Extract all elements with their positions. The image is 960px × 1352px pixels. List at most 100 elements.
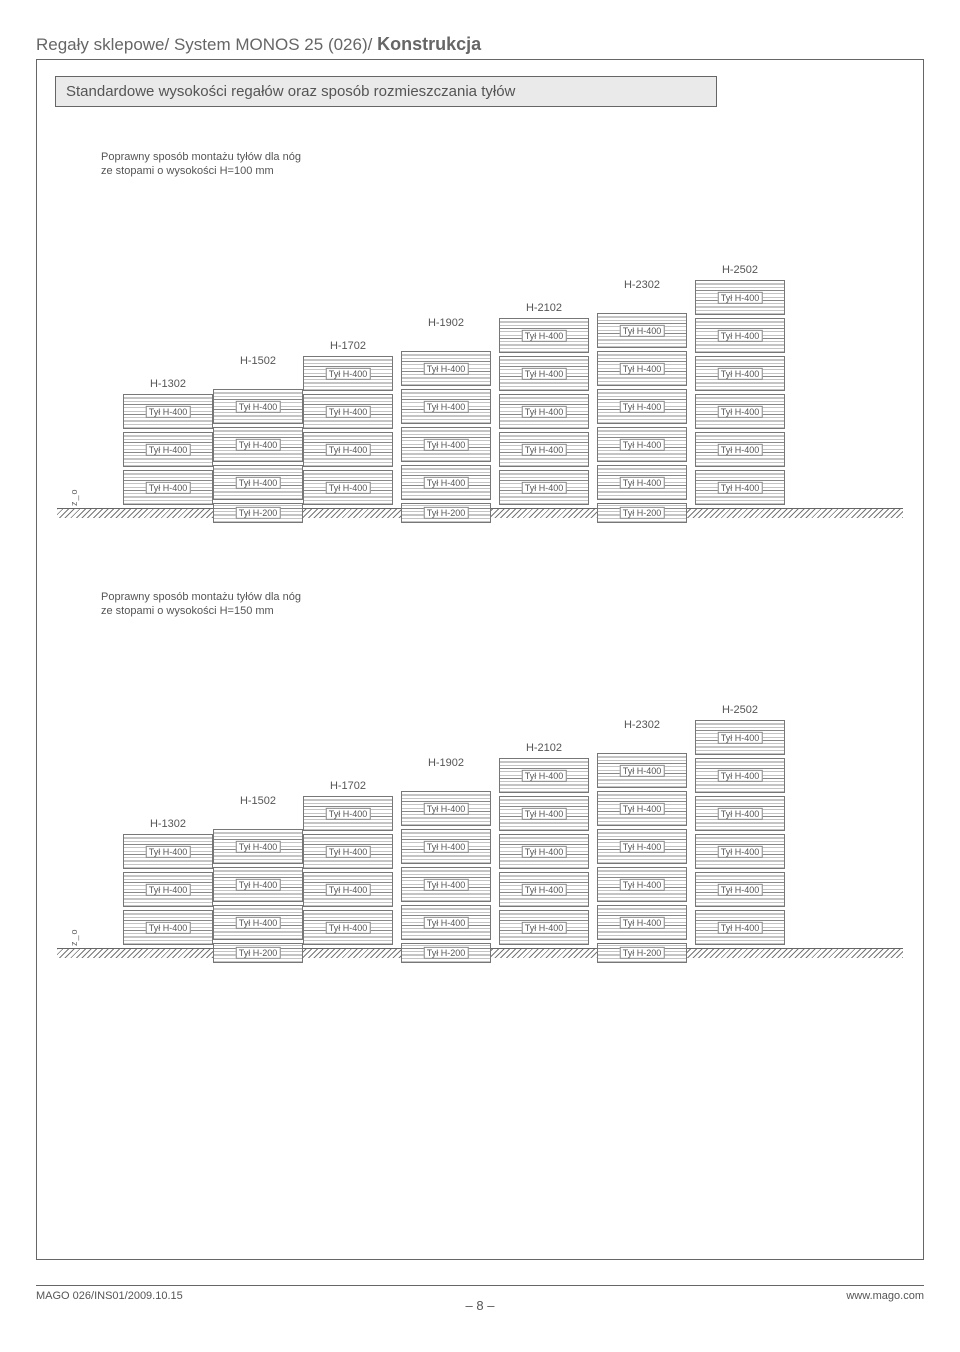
panel-label: Tył H-400: [522, 481, 567, 493]
panel-label: Tył H-400: [522, 845, 567, 857]
panel-label: Tył H-400: [326, 807, 371, 819]
panel-label: Tył H-400: [620, 802, 665, 814]
panel-label: Tył H-400: [424, 476, 469, 488]
panel-label: Tył H-400: [718, 845, 763, 857]
back-panel-400: Tył H-400: [213, 465, 303, 500]
panel-label: Tył H-400: [620, 916, 665, 928]
column-title: H-1302: [123, 818, 213, 830]
panel-label: Tył H-400: [424, 438, 469, 450]
panel-label: Tył H-400: [424, 362, 469, 374]
footer-rule: [36, 1285, 924, 1286]
back-panel-400: Tył H-400: [123, 394, 213, 429]
panel-label: Tył H-400: [236, 916, 281, 928]
back-panel-400: Tył H-400: [499, 318, 589, 353]
back-panel-400: Tył H-400: [695, 432, 785, 467]
shelf-column: H-1902Tył H-200Tył H-400Tył H-400Tył H-4…: [401, 757, 491, 948]
shelf-column: H-2102Tył H-400Tył H-400Tył H-400Tył H-4…: [499, 742, 589, 948]
back-panel-400: Tył H-400: [695, 318, 785, 353]
back-panel-400: Tył H-400: [597, 829, 687, 864]
back-panel-400: Tył H-400: [303, 432, 393, 467]
caption-1: Poprawny sposób montażu tyłów dla nóg ze…: [101, 150, 923, 179]
back-panel-400: Tył H-400: [695, 394, 785, 429]
back-panel-400: Tył H-400: [401, 867, 491, 902]
panel-label: Tył H-400: [522, 405, 567, 417]
back-panel-400: Tył H-400: [597, 905, 687, 940]
back-panel-400: Tył H-400: [499, 394, 589, 429]
column-title: H-1702: [303, 340, 393, 352]
shelf-column: H-1902Tył H-200Tył H-400Tył H-400Tył H-4…: [401, 317, 491, 508]
back-panel-400: Tył H-400: [303, 910, 393, 945]
back-panel-400: Tył H-400: [401, 389, 491, 424]
back-panel-400: Tył H-400: [401, 829, 491, 864]
column-title: H-1502: [213, 355, 303, 367]
panel-label: Tył H-400: [424, 916, 469, 928]
header-strong: Konstrukcja: [377, 34, 481, 54]
panel-label: Tył H-400: [146, 921, 191, 933]
back-panel-400: Tył H-400: [597, 465, 687, 500]
back-panel-400: Tył H-400: [213, 427, 303, 462]
panel-label: Tył H-200: [236, 507, 281, 519]
shelf-column: H-2302Tył H-200Tył H-400Tył H-400Tył H-4…: [597, 279, 687, 508]
back-panel-400: Tył H-400: [695, 356, 785, 391]
column-title: H-2102: [499, 302, 589, 314]
shelf-column: H-1702Tył H-400Tył H-400Tył H-400Tył H-4…: [303, 340, 393, 508]
column-title: H-2102: [499, 742, 589, 754]
diagram-1: z_o H-1302Tył H-400Tył H-400Tył H-400H-1…: [61, 238, 899, 518]
panel-label: Tył H-400: [326, 845, 371, 857]
panel-label: Tył H-400: [424, 840, 469, 852]
subtitle: Standardowe wysokości regałów oraz sposó…: [55, 76, 717, 107]
back-panel-400: Tył H-400: [303, 872, 393, 907]
back-panel-400: Tył H-400: [213, 905, 303, 940]
shelf-column: H-1302 Tył H-400 Tył H-400 Tył H-400: [123, 818, 213, 948]
panel-label: Tył H-400: [146, 845, 191, 857]
back-panel-400: Tył H-400: [213, 867, 303, 902]
panel-label: Tył H-400: [718, 291, 763, 303]
column-title: H-2502: [695, 704, 785, 716]
content-frame: Standardowe wysokości regałów oraz sposó…: [36, 60, 924, 1260]
back-panel-400: Tył H-400: [303, 834, 393, 869]
panel-label: Tył H-400: [522, 921, 567, 933]
column-title: H-1902: [401, 757, 491, 769]
back-panel-400: Tył H-400: [499, 470, 589, 505]
shelf-column: H-1502Tył H-200Tył H-400Tył H-400Tył H-4…: [213, 355, 303, 508]
column-title: H-1302: [123, 378, 213, 390]
back-panel-400: Tył H-400: [695, 910, 785, 945]
shelf-column: H-2302Tył H-200Tył H-400Tył H-400Tył H-4…: [597, 719, 687, 948]
panel-label: Tył H-200: [620, 507, 665, 519]
panel-label: Tył H-400: [718, 329, 763, 341]
panel-label: Tył H-400: [236, 400, 281, 412]
column-title: H-1902: [401, 317, 491, 329]
z-axis-label: z_o: [69, 928, 79, 946]
back-panel-400: Tył H-400: [303, 470, 393, 505]
back-panel-400: Tył H-400: [597, 389, 687, 424]
panel-label: Tył H-400: [236, 476, 281, 488]
panel-label: Tył H-200: [236, 947, 281, 959]
back-panel-400: Tył H-400: [401, 427, 491, 462]
panel-label: Tył H-200: [620, 947, 665, 959]
panel-label: Tył H-400: [146, 883, 191, 895]
panel-label: Tył H-400: [326, 921, 371, 933]
panel-label: Tył H-400: [620, 878, 665, 890]
back-panel-400: Tył H-400: [401, 465, 491, 500]
panel-label: Tył H-400: [718, 367, 763, 379]
back-panel-400: Tył H-400: [499, 356, 589, 391]
back-panel-400: Tył H-400: [123, 432, 213, 467]
back-panel-200: Tył H-200: [401, 943, 491, 963]
back-panel-400: Tył H-400: [597, 427, 687, 462]
back-panel-400: Tył H-400: [499, 910, 589, 945]
column-title: H-1702: [303, 780, 393, 792]
panel-label: Tył H-400: [718, 883, 763, 895]
back-panel-400: Tył H-400: [123, 834, 213, 869]
back-panel-400: Tył H-400: [123, 470, 213, 505]
z-axis-label: z_o: [69, 488, 79, 506]
back-panel-400: Tył H-400: [401, 791, 491, 826]
diagram-2: z_o H-1302Tył H-400Tył H-400Tył H-400H-1…: [61, 678, 899, 958]
panel-label: Tył H-400: [522, 367, 567, 379]
header-prefix: Regały sklepowe/ System MONOS 25 (026)/: [36, 35, 377, 54]
panel-label: Tył H-400: [326, 883, 371, 895]
panel-label: Tył H-400: [718, 921, 763, 933]
back-panel-400: Tył H-400: [695, 280, 785, 315]
column-title: H-2502: [695, 264, 785, 276]
panel-label: Tył H-400: [620, 438, 665, 450]
back-panel-400: Tył H-400: [695, 470, 785, 505]
